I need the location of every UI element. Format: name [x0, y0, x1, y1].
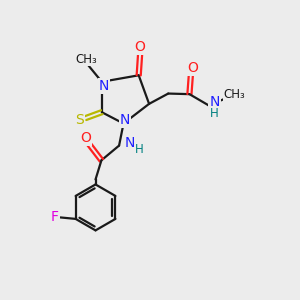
Text: N: N [120, 113, 130, 127]
Text: CH₃: CH₃ [223, 88, 245, 101]
Text: O: O [80, 130, 91, 145]
Text: O: O [135, 40, 146, 54]
Text: N: N [125, 136, 136, 150]
Text: CH₃: CH₃ [75, 52, 97, 66]
Text: N: N [99, 79, 109, 93]
Text: H: H [135, 142, 143, 156]
Text: F: F [50, 210, 59, 224]
Text: O: O [187, 61, 198, 75]
Text: N: N [209, 95, 220, 109]
Text: H: H [210, 107, 219, 120]
Text: S: S [75, 112, 83, 127]
